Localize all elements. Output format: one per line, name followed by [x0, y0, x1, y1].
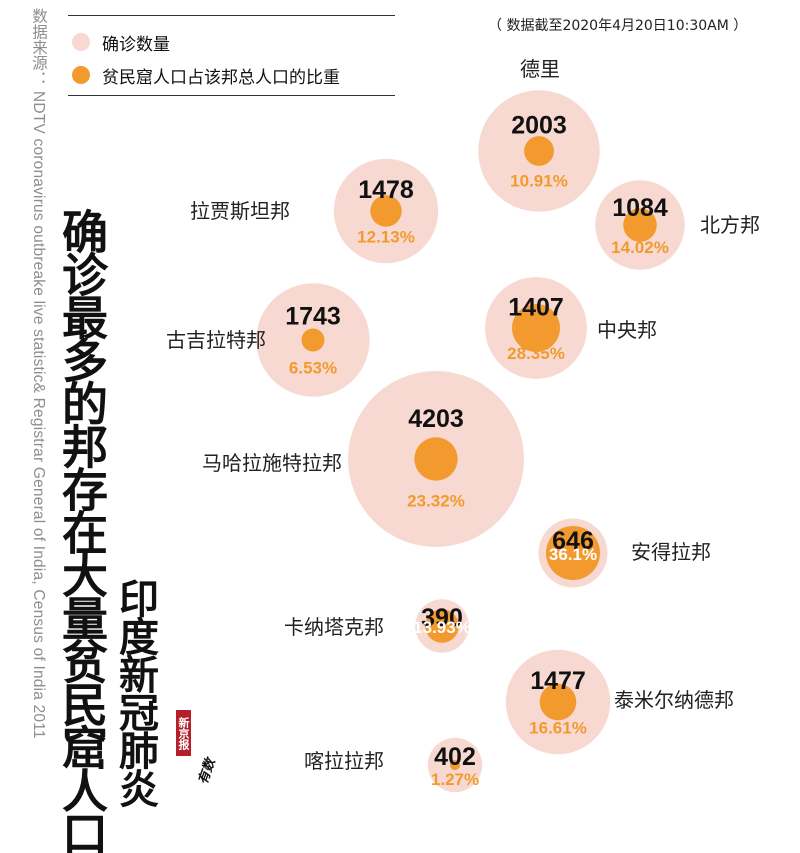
legend-item-slum: 贫民窟人口占该邦总人口的比重	[72, 64, 340, 88]
state-name-label-5: 马哈拉施特拉邦	[202, 451, 342, 475]
slum-dot-1	[370, 195, 402, 227]
main-title: 确诊最多的邦存在大量贫民窟人口	[55, 208, 109, 853]
slum-dot-3	[301, 328, 325, 352]
case-count-label-4: 1407	[508, 294, 564, 322]
slum-percent-label-1: 12.13%	[357, 228, 415, 247]
case-count-label-3: 1743	[285, 303, 341, 331]
slum-dot-9	[449, 759, 461, 771]
slum-dot-5	[414, 437, 458, 481]
state-name-label-2: 北方邦	[700, 213, 760, 237]
state-name-label-9: 喀拉拉邦	[304, 749, 384, 773]
case-count-label-6: 646	[552, 527, 594, 555]
slum-percent-label-2: 14.02%	[611, 238, 669, 257]
slum-dot-2	[623, 208, 657, 242]
slum-dot-0	[524, 136, 554, 166]
brand-logo-red: 新京报	[176, 710, 191, 756]
state-name-label-4: 中央邦	[597, 318, 657, 342]
case-count-label-8: 1477	[530, 667, 586, 695]
legend-bottom-rule	[68, 95, 395, 96]
slum-percent-label-6: 36.1%	[549, 545, 597, 564]
case-count-label-5: 4203	[408, 405, 464, 433]
legend-top-rule	[68, 15, 395, 16]
state-name-label-6: 安得拉邦	[631, 540, 711, 564]
slum-dot-8	[539, 683, 577, 721]
case-count-label-1: 1478	[358, 176, 414, 204]
case-count-label-2: 1084	[612, 194, 668, 222]
case-count-label-0: 2003	[511, 111, 567, 139]
slum-percent-label-9: 1.27%	[431, 770, 479, 789]
state-name-label-3: 古吉拉特邦	[166, 328, 266, 352]
data-date-note: （ 数据截至2020年4月20日10:30AM ）	[488, 18, 748, 34]
legend-label-slum: 贫民窟人口占该邦总人口的比重	[102, 67, 340, 88]
slum-dot-6	[546, 526, 600, 580]
case-count-label-9: 402	[434, 743, 476, 771]
slum-percent-label-4: 28.35%	[507, 344, 565, 363]
slum-percent-label-8: 16.61%	[529, 719, 587, 738]
source-text: 数据来源： NDTV coronavirus outbreake live st…	[30, 8, 47, 739]
slum-dot-7	[425, 609, 459, 643]
state-name-label-7: 卡纳塔克邦	[284, 615, 384, 639]
legend-swatch-slum	[72, 66, 90, 84]
legend-label-cases: 确诊数量	[102, 34, 170, 55]
slum-percent-label-3: 6.53%	[289, 359, 337, 378]
case-count-label-7: 390	[421, 604, 463, 632]
state-name-label-1: 拉贾斯坦邦	[190, 199, 290, 223]
slum-percent-label-0: 10.91%	[510, 171, 568, 190]
slum-dot-4	[512, 304, 560, 352]
state-name-label-0: 德里	[520, 57, 560, 81]
legend-swatch-cases	[72, 33, 90, 51]
sub-title: 印度新冠肺炎	[112, 578, 158, 806]
slum-percent-label-5: 23.32%	[407, 492, 465, 511]
state-name-label-8: 泰米尔纳德邦	[614, 688, 734, 712]
legend-item-cases: 确诊数量	[72, 31, 170, 55]
slum-percent-label-7: 13.93%	[413, 618, 471, 637]
